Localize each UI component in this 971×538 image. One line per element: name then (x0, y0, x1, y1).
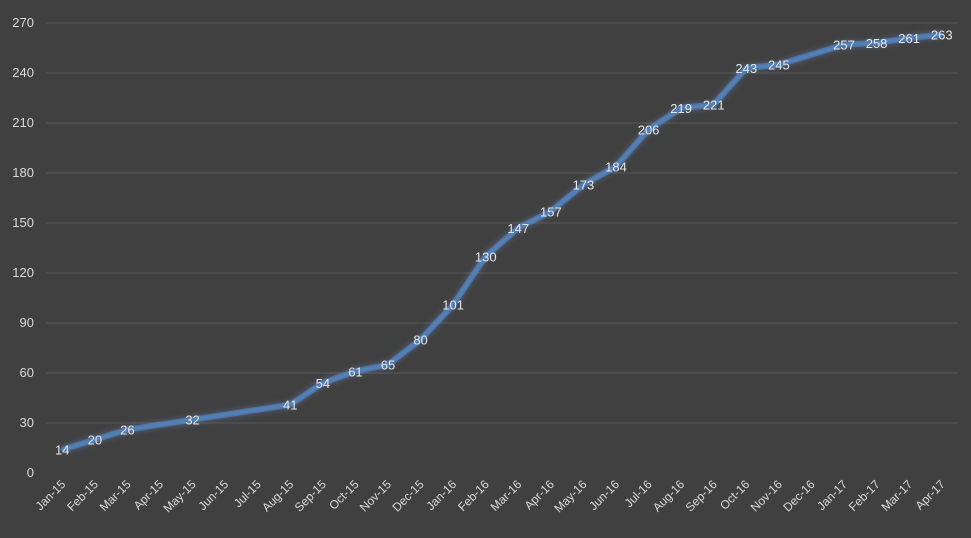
data-label: 157 (540, 204, 562, 219)
data-point (353, 369, 357, 373)
data-point (777, 63, 781, 67)
data-point (712, 103, 716, 107)
y-tick-label: 0 (27, 465, 34, 480)
data-label: 147 (507, 221, 529, 236)
data-label: 263 (931, 28, 953, 43)
data-point (549, 209, 553, 213)
y-tick-label: 90 (20, 315, 34, 330)
data-label: 14 (55, 443, 69, 458)
data-label: 26 (120, 423, 134, 438)
data-point (809, 53, 813, 57)
data-label: 243 (735, 61, 757, 76)
y-tick-label: 180 (12, 165, 34, 180)
data-point (679, 106, 683, 110)
y-tick-label: 240 (12, 65, 34, 80)
y-tick-label: 150 (12, 215, 34, 230)
data-label: 80 (413, 333, 427, 348)
data-label: 219 (670, 101, 692, 116)
data-label: 32 (185, 413, 199, 428)
y-tick-label: 120 (12, 265, 34, 280)
data-point (158, 423, 162, 427)
data-point (940, 33, 944, 37)
data-point (321, 381, 325, 385)
data-label: 257 (833, 38, 855, 53)
y-tick-label: 270 (12, 15, 34, 30)
data-label: 20 (88, 433, 102, 448)
data-point (256, 408, 260, 412)
data-point (484, 254, 488, 258)
series-layer (60, 31, 944, 453)
data-point (93, 438, 97, 442)
series-line (60, 33, 944, 452)
data-point (647, 128, 651, 132)
data-point (614, 164, 618, 168)
y-tick-label: 30 (20, 415, 34, 430)
data-label: 245 (768, 58, 790, 73)
data-label: 65 (381, 358, 395, 373)
data-label: 61 (348, 364, 362, 379)
data-labels: 14 20 26 32 41 54 61 65 80 101 130 147 157 173 184 206 2… (55, 28, 953, 458)
data-label: 184 (605, 159, 627, 174)
data-point (60, 448, 64, 452)
data-label: 54 (316, 376, 330, 391)
y-axis-ticks: 0 30 60 90 120 150 180 210 240 270 (12, 15, 34, 480)
data-label: 41 (283, 398, 297, 413)
data-point (875, 41, 879, 45)
data-point (386, 363, 390, 367)
data-point (191, 418, 195, 422)
data-point (288, 403, 292, 407)
data-label: 261 (898, 31, 920, 46)
y-tick-label: 60 (20, 365, 34, 380)
y-tick-label: 210 (12, 115, 34, 130)
data-label: 221 (703, 98, 725, 113)
data-point (516, 226, 520, 230)
data-point (451, 303, 455, 307)
data-label: 130 (475, 249, 497, 264)
data-point (907, 36, 911, 40)
data-point (223, 413, 227, 417)
data-label: 258 (866, 36, 888, 51)
data-label: 206 (638, 123, 660, 138)
data-point (125, 428, 129, 432)
data-point (581, 183, 585, 187)
data-point (842, 43, 846, 47)
data-point (744, 66, 748, 70)
gridlines (46, 22, 958, 424)
data-label: 173 (573, 178, 595, 193)
data-label: 101 (442, 298, 464, 313)
data-point (419, 338, 423, 342)
